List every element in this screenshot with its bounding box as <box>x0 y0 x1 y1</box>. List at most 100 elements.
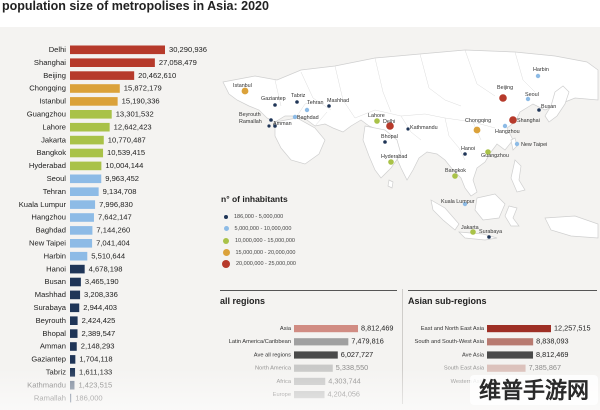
city-bar-row: Amman 2,148,293 <box>40 342 115 351</box>
legend-item: 186,000 - 5,000,000 <box>222 212 283 221</box>
region-value-label: 8,838,093 <box>536 337 568 346</box>
city-name-label: Surabaya <box>33 303 66 312</box>
region-name-label: North America <box>255 366 292 372</box>
region-bar-row: South East Asia 7,385,867 <box>444 363 561 372</box>
city-label: New Taipei <box>521 142 547 148</box>
city-label: Bhopal <box>381 134 398 140</box>
city-value-label: 2,389,547 <box>81 329 115 338</box>
city-bar <box>70 264 85 274</box>
legend-item: 5,000,000 - 10,000,000 <box>222 224 291 233</box>
panel-divider <box>402 289 403 404</box>
city-name-label: New Taipei <box>29 239 66 248</box>
landmass-arabia <box>274 117 326 165</box>
city-bar-row: Guangzhou 13,301,532 <box>27 110 154 119</box>
city-label: Baghdad <box>297 115 319 121</box>
city-label: Beijing <box>497 85 513 91</box>
city-dot-ramallah <box>267 124 271 128</box>
city-name-label: Gaziantep <box>31 355 66 364</box>
city-dot-tehran <box>304 107 310 113</box>
city-value-label: 5,510,644 <box>91 251 125 260</box>
city-value-label: 2,944,403 <box>83 303 117 312</box>
city-bar <box>70 290 81 300</box>
city-value-label: 9,134,708 <box>103 187 137 196</box>
city-bar-row: Shanghai 27,058,479 <box>34 58 197 67</box>
city-label: Beyrouth <box>239 112 261 118</box>
city-value-label: 7,041,404 <box>96 239 130 248</box>
region-bar <box>294 325 358 333</box>
region-value-label: 8,812,469 <box>361 324 393 333</box>
region-value-label: 12,257,515 <box>554 324 591 333</box>
city-bar <box>70 45 165 55</box>
city-dot-kathmandu <box>406 127 410 131</box>
city-bar-row: Jakarta 10,770,487 <box>41 135 146 145</box>
city-value-label: 30,290,936 <box>169 45 207 54</box>
region-name-label: South East Asia <box>444 366 485 372</box>
region-bar-row: East and North East Asia 12,257,515 <box>421 324 591 333</box>
city-dot-shanghai <box>509 116 517 124</box>
city-dot-surabaya <box>487 235 491 239</box>
city-name-label: Jakarta <box>41 135 67 144</box>
city-value-label: 2,424,425 <box>82 316 116 325</box>
region-bar-row: South and South-West Asia 8,838,093 <box>415 337 569 346</box>
city-value-label: 4,678,198 <box>89 264 123 273</box>
legend-label: 15,000,000 - 20,000,000 <box>235 249 296 256</box>
city-bar-row: Hangzhou 7,642,147 <box>31 213 132 222</box>
region-name-label: Europe <box>273 392 291 398</box>
city-label: Guangzhou <box>481 153 509 159</box>
city-name-label: Shanghai <box>34 58 66 67</box>
city-bar <box>70 58 155 67</box>
region-value-label: 5,338,550 <box>336 363 368 372</box>
city-name-label: Beijing <box>43 71 66 80</box>
region-name-label: East and North East Asia <box>421 326 485 332</box>
city-bar-row: Mashhad 3,208,336 <box>35 290 118 300</box>
city-label: Delhi <box>383 119 395 125</box>
region-name-label: Africa <box>276 379 291 385</box>
legend-item: 15,000,000 - 20,000,000 <box>222 248 295 257</box>
city-label: Surabaya <box>479 229 502 235</box>
legend-label: 10,000,000 - 15,000,000 <box>235 237 295 244</box>
city-name-label: Bangkok <box>36 148 66 157</box>
city-name-label: Beyrouth <box>36 316 66 325</box>
city-label: Mashhad <box>327 98 349 104</box>
city-bar <box>70 213 94 222</box>
city-bar-row: Lahore 12,642,423 <box>42 122 152 132</box>
region-bar <box>487 325 551 333</box>
region-bar-row: Ave all regions 6,027,727 <box>254 350 373 359</box>
city-value-label: 7,996,830 <box>99 200 133 209</box>
city-bar-row: Istanbul 15,190,336 <box>39 97 160 106</box>
legend-label: 5,000,000 - 10,000,000 <box>234 225 292 232</box>
legend-swatch <box>223 237 229 244</box>
city-value-label: 15,872,179 <box>124 84 162 93</box>
city-bar <box>70 355 76 364</box>
city-label: Tehran <box>307 100 323 106</box>
city-label: Seoul <box>525 92 539 98</box>
city-label: Gaziantep <box>261 96 286 102</box>
city-label: Hyderabad <box>381 154 407 160</box>
city-dot-hangzhou <box>502 123 508 129</box>
city-label: Busan <box>541 104 556 110</box>
city-value-label: 7,144,260 <box>96 226 130 235</box>
city-dot-kuala-lumpur <box>462 201 468 207</box>
region-bar <box>294 377 326 385</box>
city-dot-beyrouth <box>269 118 273 122</box>
city-value-label: 10,004,144 <box>105 161 143 170</box>
city-name-label: Harbin <box>44 251 66 260</box>
city-label: Kuala Lumpur <box>441 199 475 205</box>
city-label: Amman <box>273 121 292 127</box>
city-bar <box>70 200 96 209</box>
legend-item: 20,000,000 - 25,000,000 <box>222 259 296 268</box>
city-value-label: 27,058,479 <box>159 58 197 67</box>
city-bar <box>70 84 120 93</box>
city-dot-tabriz <box>295 100 299 104</box>
city-value-label: 9,963,452 <box>105 174 139 183</box>
landmass-main <box>222 49 599 197</box>
city-value-label: 3,465,190 <box>85 277 119 286</box>
city-markers: Istanbul Tabriz Gaziantep Tehran Mashhad… <box>233 67 556 239</box>
legend-title: n° of inhabitants <box>221 194 288 204</box>
region-value-label: 6,027,727 <box>341 350 373 359</box>
city-bar-row: Kuala Lumpur 7,996,830 <box>19 200 133 209</box>
city-name-label: Baghdad <box>36 226 66 235</box>
region-name-label: Asia <box>280 326 292 332</box>
city-bar-row: Delhi 30,290,936 <box>49 45 207 55</box>
